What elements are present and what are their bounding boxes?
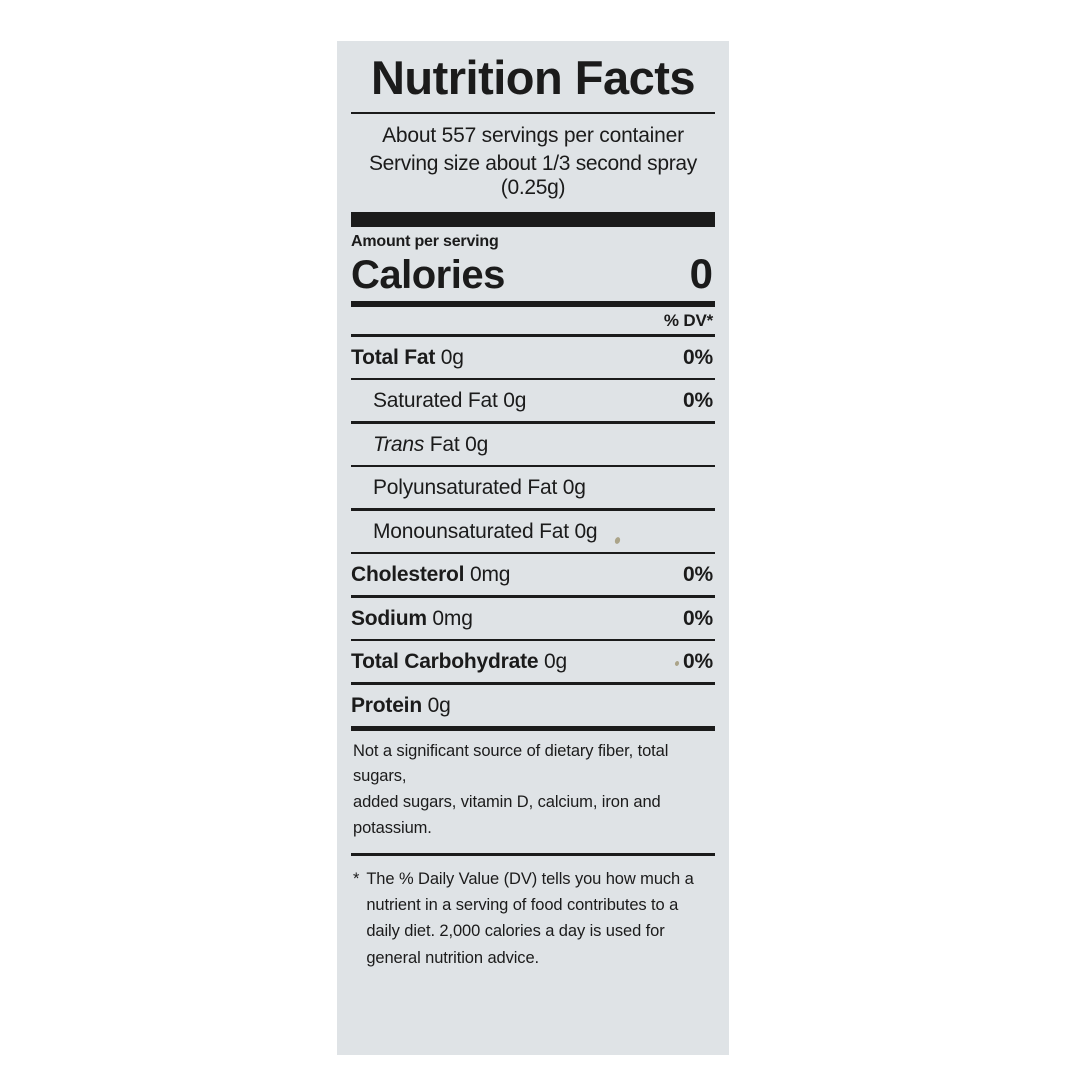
nutrient-label-protein: Protein 0g [351, 693, 451, 717]
nutrient-label-saturated-fat: Saturated Fat 0g [373, 389, 527, 413]
not-significant-note: Not a significant source of dietary fibe… [351, 731, 715, 841]
divider-dv [351, 334, 715, 337]
divider-row-5 [351, 595, 715, 598]
not-significant-line-1: Not a significant source of dietary fibe… [353, 741, 669, 786]
daily-value-footnote: * The % Daily Value (DV) tells you how m… [351, 856, 715, 972]
nutrient-dv-total-fat: 0% [683, 345, 713, 369]
amount-per-serving-label: Amount per serving [351, 233, 499, 251]
nutrient-label-monounsaturated-fat: Monounsaturated Fat 0g [373, 519, 598, 543]
calories-label: Calories [351, 253, 505, 298]
nutrient-row-total-fat: Total Fat 0g 0% [351, 337, 715, 378]
nutrition-facts-panel: Nutrition Facts About 557 servings per c… [337, 41, 729, 1055]
servings-per-container: About 557 servings per container [382, 124, 684, 148]
nutrient-dv-sodium: 0% [683, 606, 713, 630]
nutrient-row-monounsaturated-fat: Monounsaturated Fat 0g [351, 511, 715, 552]
calories-row: Calories 0 [351, 250, 715, 298]
page-title: Nutrition Facts [370, 51, 696, 104]
nutrient-label-cholesterol: Cholesterol 0mg [351, 563, 511, 587]
divider-row-7 [351, 682, 715, 685]
divider-row-2 [351, 464, 715, 468]
nutrient-row-saturated-fat: Saturated Fat 0g 0% [351, 380, 715, 421]
serving-size: Serving size about 1/3 second spray (0.2… [368, 152, 698, 200]
calories-value: 0 [689, 250, 713, 298]
footnote-asterisk: * [353, 869, 360, 888]
nutrient-row-trans-fat: Trans Fat 0g [351, 424, 715, 465]
daily-value-note-text: The % Daily Value (DV) tells you how muc… [366, 869, 694, 967]
divider-title [351, 112, 715, 115]
daily-value-header: % DV* [663, 311, 713, 331]
nutrient-dv-cholesterol: 0% [683, 563, 713, 587]
nutrient-label-polyunsaturated-fat: Polyunsaturated Fat 0g [373, 476, 586, 500]
divider-row-6 [351, 638, 715, 642]
nutrient-row-protein: Protein 0g [351, 685, 715, 726]
divider-row-0 [351, 377, 715, 381]
divider-row-4 [351, 551, 715, 555]
nutrient-label-trans-fat: Trans Fat 0g [373, 432, 489, 456]
nutrient-label-total-fat: Total Fat 0g [351, 345, 464, 369]
divider-row-1 [351, 421, 715, 424]
nutrient-dv-total-carbohydrate: 0% [683, 650, 713, 674]
divider-thick-top [351, 212, 715, 228]
divider-calories [351, 301, 715, 308]
nutrient-row-polyunsaturated-fat: Polyunsaturated Fat 0g [351, 467, 715, 508]
divider-row-3 [351, 508, 715, 511]
not-significant-line-2: added sugars, vitamin D, calcium, iron a… [353, 792, 661, 837]
nutrient-label-total-carbohydrate: Total Carbohydrate 0g [351, 650, 567, 674]
nutrient-row-cholesterol: Cholesterol 0mg 0% [351, 554, 715, 595]
divider-footnote [351, 853, 715, 856]
nutrient-label-sodium: Sodium 0mg [351, 606, 473, 630]
nutrient-dv-saturated-fat: 0% [683, 389, 713, 413]
nutrient-row-sodium: Sodium 0mg 0% [351, 598, 715, 639]
divider-protein [351, 725, 715, 731]
nutrient-row-total-carbohydrate: Total Carbohydrate 0g 0% [351, 641, 715, 682]
